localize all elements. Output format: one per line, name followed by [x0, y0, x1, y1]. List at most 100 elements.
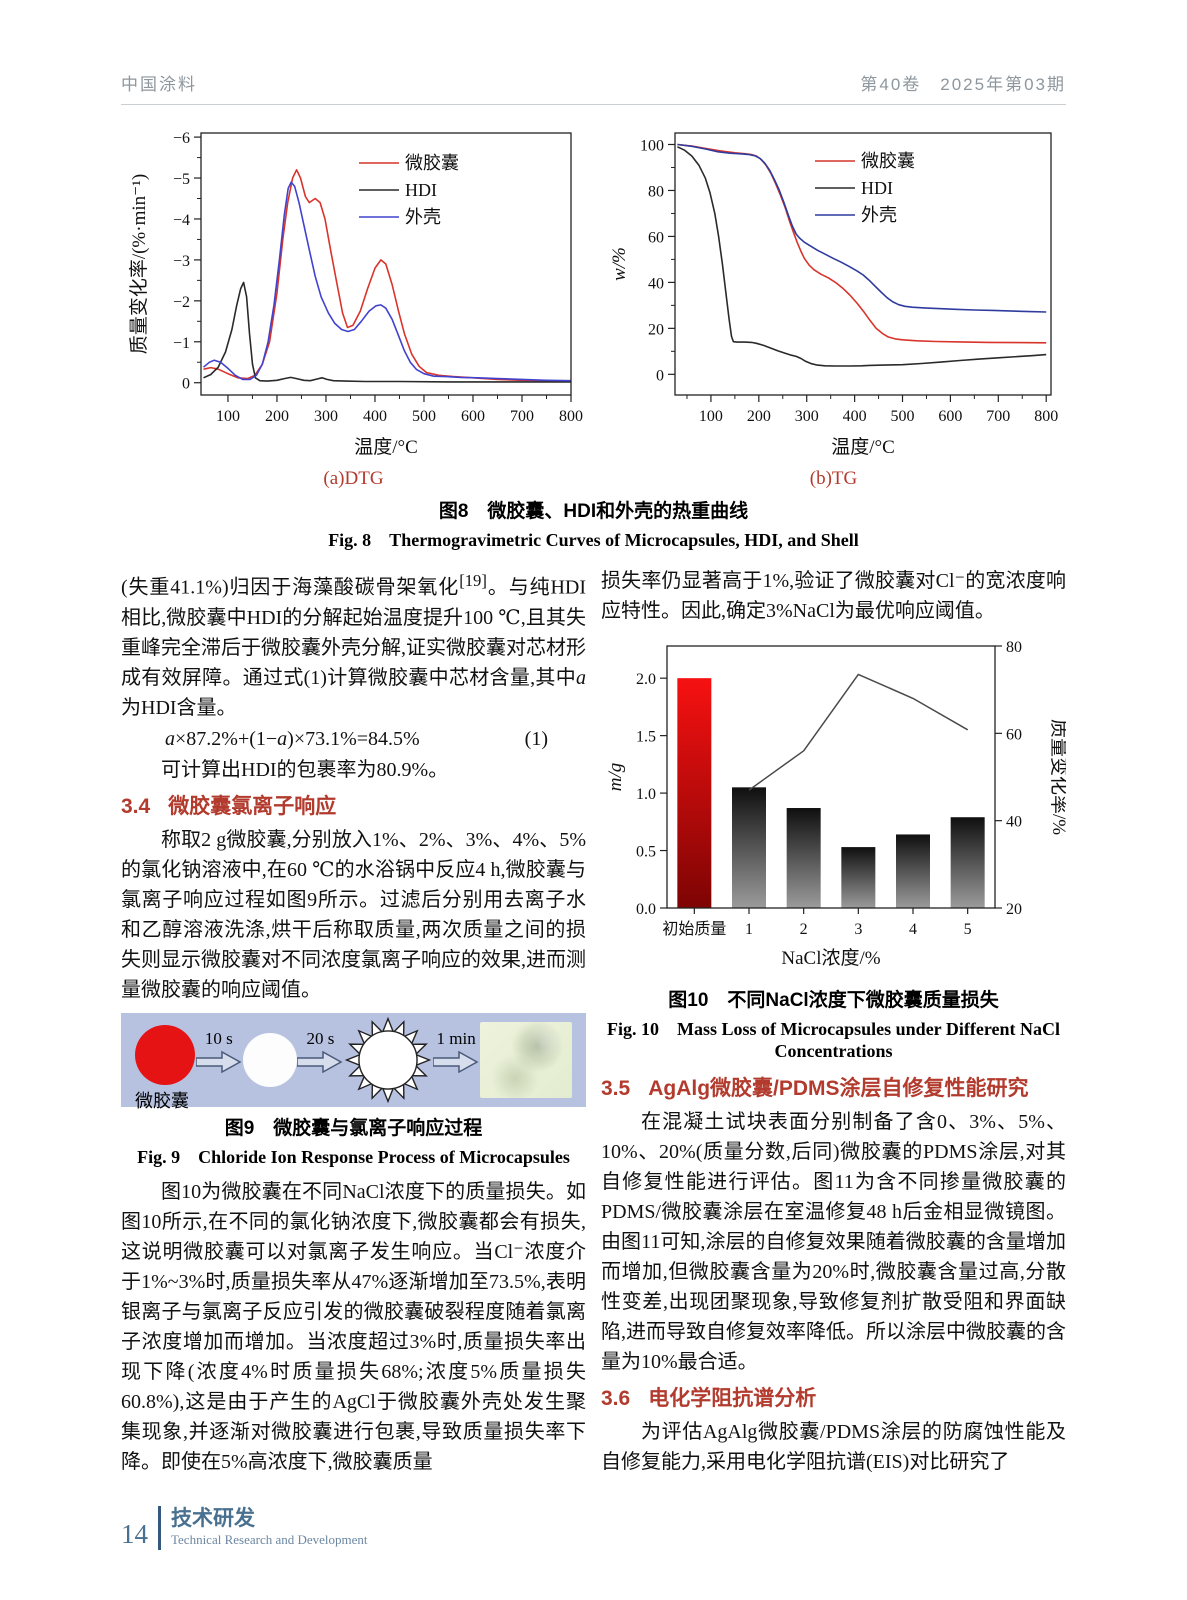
paragraph-threshold: 损失率仍显著高于1%,验证了微胶囊对Cl⁻的宽浓度响应特性。因此,确定3%NaC…	[601, 570, 1066, 622]
x-tick-label: 初始质量	[662, 920, 726, 938]
series-line-外壳	[677, 143, 1047, 313]
series-line-HDI	[677, 146, 1047, 367]
series-line-外壳	[202, 181, 572, 382]
x-tick-label: 200	[265, 408, 289, 425]
variable-a: a	[576, 666, 586, 689]
x-tick-label: 500	[891, 408, 915, 425]
right-arrow-icon	[297, 1050, 344, 1074]
footer-section-cn: 技术研发	[171, 1507, 255, 1530]
bar-4	[896, 834, 930, 908]
section-number: 3.5	[601, 1077, 631, 1100]
bar-初始质量	[677, 678, 712, 908]
step-duration-label: 20 s	[306, 1029, 335, 1049]
bar-1	[732, 787, 766, 908]
x-tick-label: 800	[1034, 408, 1058, 425]
series-line-微胶囊	[203, 168, 572, 382]
section-number: 3.4	[121, 794, 151, 818]
paragraph-mass-loss-discussion: 图10为微胶囊在不同NaCl浓度下的质量损失。如图10所示,在不同的氯化钠浓度下…	[121, 1180, 586, 1473]
x-tick-label: 800	[559, 408, 583, 425]
y-tick-label: −5	[173, 171, 190, 188]
step-duration-label: 1 min	[436, 1029, 476, 1049]
section-title: AgAlg微胶囊/PDMS涂层自修复性能研究	[648, 1077, 1029, 1100]
burst-capsule-icon	[345, 1016, 432, 1103]
figure8-caption-cn: 图8 微胶囊、HDI和外壳的热重曲线	[438, 501, 749, 522]
right-y-tick-label: 40	[1006, 814, 1022, 831]
y-tick-label: 20	[648, 321, 664, 338]
x-tick-label: 400	[843, 408, 867, 425]
section-title: 微胶囊氯离子响应	[168, 794, 337, 818]
microcapsule-step: 微胶囊	[135, 1024, 195, 1113]
section-3-5-heading: 3.5 AgAlg微胶囊/PDMS涂层自修复性能研究	[601, 1076, 1066, 1102]
right-y-tick-label: 80	[1006, 639, 1022, 656]
equation-text: ×87.2%+(1−	[175, 727, 278, 750]
mass-change-line	[748, 673, 969, 791]
y-tick-label: 100	[640, 137, 664, 154]
footer-divider	[158, 1506, 161, 1550]
y-tick-label: −1	[173, 335, 190, 352]
section-number: 3.6	[601, 1387, 631, 1410]
right-arrow-icon	[195, 1050, 242, 1074]
y-tick-label: −3	[173, 253, 190, 270]
dtg-chart: 100 200 300 400 500 600 700 800 0 −1 −2 −3 −4 −5 −6 微胶囊…	[128, 130, 583, 458]
tg-chart: 100 200 300 400 500 600 700 800 0 20 40 60 80 100 微胶囊 H…	[609, 132, 1058, 458]
y-axis-label: 质量变化率/(%·min⁻¹)	[128, 174, 150, 354]
figure10: 初始质量 1 2 3 4 5 0.0 0.5 1.0 1.5 2.0 20 40 60 80 NaCl浓度/%…	[601, 632, 1070, 979]
paragraph-chloride-procedure: 称取2 g微胶囊,分别放入1%、2%、3%、4%、5%的氯化钠溶液中,在60 ℃…	[121, 828, 586, 1001]
left-y-tick-label: 1.0	[636, 786, 656, 803]
x-tick-label: 600	[938, 408, 962, 425]
x-tick-label: 500	[412, 408, 436, 425]
reference-superscript: [19]	[459, 571, 487, 590]
variable-a: a	[277, 727, 288, 750]
equation-1: a×87.2%+(1−a)×73.1%=84.5% (1)	[121, 723, 586, 755]
figure8-charts-row: 100 200 300 400 500 600 700 800 0 −1 −2 −3 −4 −5 −6 微胶囊…	[121, 121, 1066, 490]
left-y-tick-label: 2.0	[636, 671, 656, 688]
x-tick-label: 300	[795, 408, 819, 425]
right-y-tick-label: 20	[1006, 901, 1022, 918]
paragraph-self-healing: 在混凝土试块表面分别制备了含0、3%、5%、10%、20%(质量分数,后同)微胶…	[601, 1111, 1066, 1373]
right-column: 损失率仍显著高于1%,验证了微胶囊对Cl⁻的宽浓度响应特性。因此,确定3%NaC…	[601, 566, 1070, 1477]
section-title: 电化学阻抗谱分析	[648, 1387, 817, 1410]
y-tick-label: 40	[648, 275, 664, 292]
x-tick-label: 100	[699, 408, 723, 425]
x-tick-label: 1	[745, 921, 753, 938]
figure8b: 100 200 300 400 500 600 700 800 0 20 40 60 80 100 微胶囊 H…	[601, 121, 1066, 490]
figure8-caption-en: Fig. 8 Thermogravimetric Curves of Micro…	[328, 530, 859, 550]
figure10-caption-en: Fig. 10 Mass Loss of Microcapsules under…	[607, 1019, 1060, 1039]
step-duration-label: 10 s	[204, 1029, 233, 1049]
dtg-subcaption: (a)DTG	[323, 468, 384, 489]
y-tick-label: 60	[648, 229, 664, 246]
figure9-diagram: 微胶囊 10 s 20 s 1 min	[121, 1012, 586, 1111]
right-arrow-icon	[433, 1050, 479, 1074]
paragraph-text: 为HDI含量。	[121, 696, 237, 719]
x-tick-label: 700	[510, 408, 534, 425]
left-y-tick-label: 1.5	[636, 729, 656, 746]
right-y-axis-label: 质量变化率/%	[1048, 719, 1066, 835]
series-line-HDI	[203, 281, 571, 383]
step-10s: 10 s	[195, 1029, 242, 1074]
dissolving-capsule-circle	[242, 1032, 297, 1087]
legend-label: HDI	[405, 180, 437, 200]
micrograph-image	[479, 1021, 572, 1098]
left-y-axis-label: m/g	[605, 763, 626, 792]
left-y-tick-label: 0.0	[636, 901, 656, 918]
x-tick-label: 200	[747, 408, 771, 425]
y-tick-label: 0	[182, 376, 190, 393]
figure9-caption-cn: 图9 微胶囊与氯离子响应过程	[224, 1117, 483, 1139]
left-y-tick-label: 0.5	[636, 844, 656, 861]
y-tick-label: 0	[656, 367, 664, 384]
paragraph-eis: 为评估AgAlg微胶囊/PDMS涂层的防腐蚀性能及自修复能力,采用电化学阻抗谱(…	[601, 1421, 1066, 1473]
x-tick-label: 5	[964, 921, 972, 938]
y-tick-label: −4	[173, 212, 190, 229]
paragraph-text: (失重41.1%)归因于海藻酸碳骨架氧化	[121, 576, 460, 599]
page-footer: 14 技术研发 Technical Research and Developme…	[121, 1506, 368, 1550]
tg-subcaption: (b)TG	[809, 468, 858, 489]
red-capsule-circle	[135, 1024, 195, 1085]
fig10-chart: 初始质量 1 2 3 4 5 0.0 0.5 1.0 1.5 2.0 20 40 60 80 NaCl浓度/%…	[605, 639, 1070, 969]
y-tick-label: −2	[173, 294, 190, 311]
y-tick-label: 80	[648, 183, 664, 200]
page-number: 14	[121, 1519, 148, 1549]
burst-core-circle	[358, 1029, 419, 1090]
bar-5	[950, 817, 985, 908]
paragraph-text: 。与纯HDI相比,微胶囊中HDI的分解起始温度提升100 ℃,且其失重峰完全滞后…	[121, 576, 587, 689]
